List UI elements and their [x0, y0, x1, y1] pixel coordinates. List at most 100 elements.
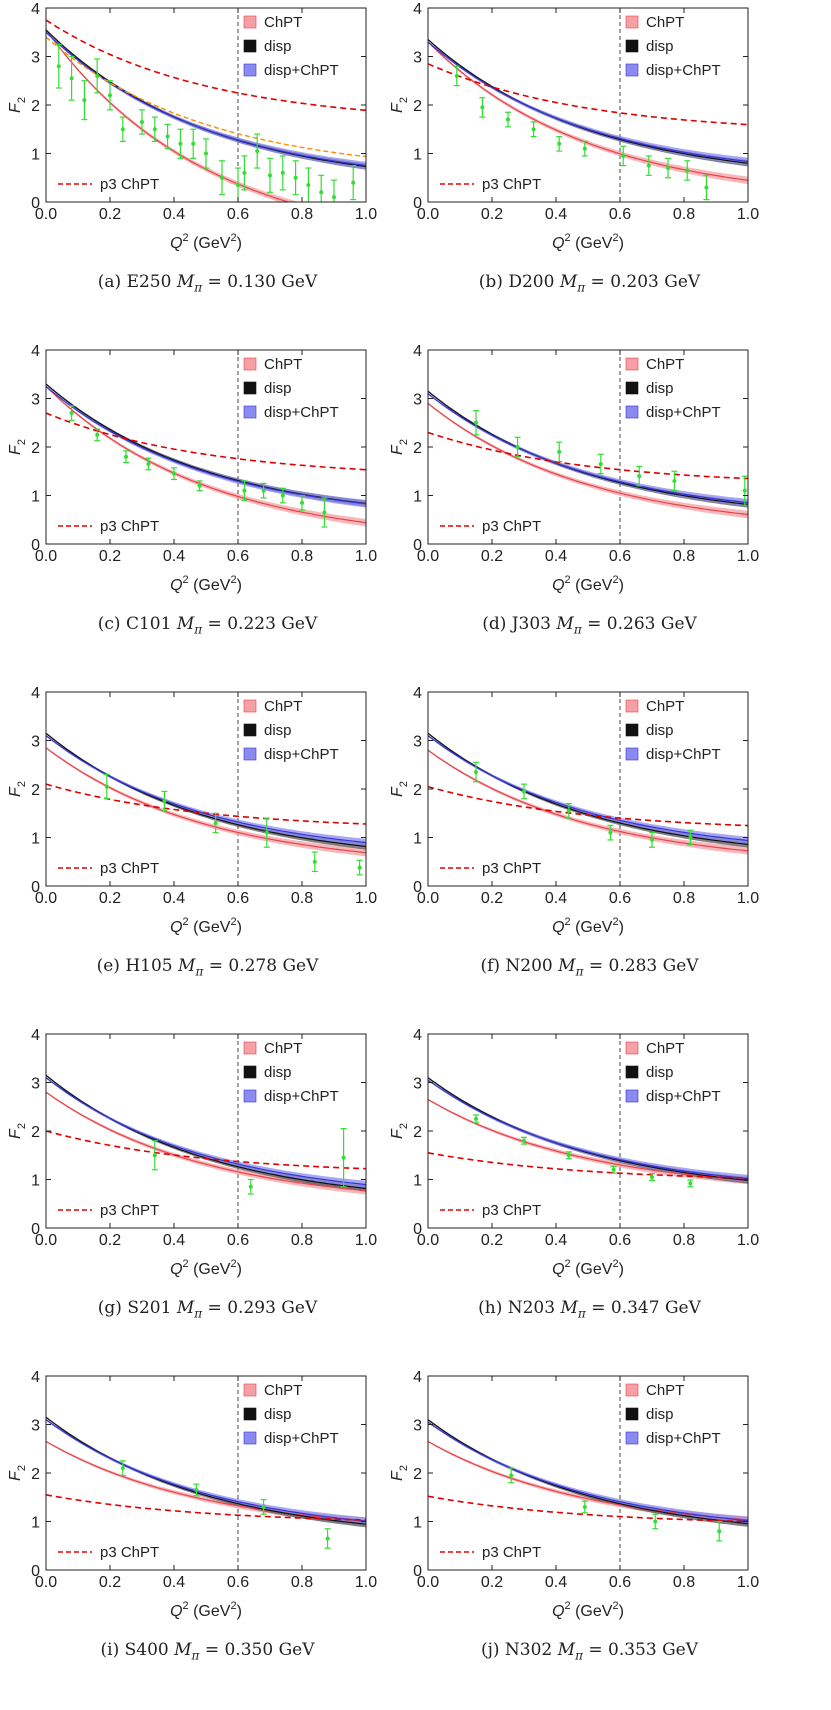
- chpt-band: [428, 1440, 748, 1524]
- legend-label: disp+ChPT: [264, 62, 339, 79]
- x-tick-label: 1.0: [355, 1574, 377, 1591]
- y-tick-label: 1: [413, 831, 422, 848]
- x-tick-label: 0.0: [35, 548, 57, 565]
- disp-line: [428, 1077, 748, 1181]
- legend-swatch: [625, 1065, 639, 1079]
- chart-panel: 0.0 0.2 0.4 0.6 0.8 1.0 0 1 2 3 4 Q2 (GeV2) F2 ChPT di…: [0, 684, 415, 1026]
- caption-text: (b) D200: [478, 272, 555, 292]
- panel-caption: (g) S201 Mπ = 0.293 GeV: [97, 1298, 318, 1321]
- data-point: [280, 170, 285, 175]
- data-point: [717, 1529, 722, 1534]
- data-point: [146, 461, 151, 466]
- legend-label: disp: [646, 722, 674, 739]
- data-point: [325, 1536, 330, 1541]
- y-tick-label: 1: [413, 489, 422, 506]
- x-tick-label: 0.8: [673, 1574, 695, 1591]
- data-point: [191, 141, 196, 146]
- chart-panel: 0.0 0.2 0.4 0.6 0.8 1.0 0 1 2 3 4 Q2 (GeV2) F2 ChPT di…: [382, 1026, 797, 1368]
- x-tick-label: 0.2: [99, 1574, 121, 1591]
- x-tick-label: 0.6: [227, 890, 249, 907]
- data-point: [608, 830, 613, 835]
- x-tick-label: 0.0: [417, 1574, 439, 1591]
- y-tick-label: 4: [413, 685, 422, 702]
- caption-text: (a) E250: [97, 272, 172, 292]
- x-tick-label: 0.6: [609, 1232, 631, 1249]
- x-tick-label: 0.4: [545, 206, 567, 223]
- y-tick-label: 4: [31, 1027, 40, 1044]
- legend-swatch: [625, 357, 639, 371]
- y-tick-label: 2: [31, 98, 40, 115]
- x-tick-label: 0.8: [291, 548, 313, 565]
- x-tick-label: 0.6: [227, 206, 249, 223]
- caption-unit: GeV: [282, 956, 319, 976]
- legend-swatch: [625, 381, 639, 395]
- data-point: [688, 835, 693, 840]
- legend-swatch: [243, 1041, 257, 1055]
- data-point: [242, 170, 247, 175]
- data-point: [666, 166, 670, 171]
- data-point: [204, 151, 208, 156]
- x-tick-label: 0.4: [545, 890, 567, 907]
- caption-text: (f) N200: [480, 956, 553, 976]
- plot-frame: [45, 7, 367, 203]
- legend-swatch: [625, 1089, 639, 1103]
- dispchpt-band: [428, 1421, 748, 1525]
- caption-text: (h) N203: [478, 1298, 556, 1318]
- legend-swatch: [243, 357, 257, 371]
- data-point: [82, 98, 87, 103]
- x-tick-label: 1.0: [355, 1232, 377, 1249]
- data-point: [120, 127, 125, 132]
- data-point: [322, 510, 327, 515]
- data-point: [557, 141, 562, 146]
- caption-mpi: 0.347: [610, 1298, 660, 1318]
- legend-label: disp: [264, 722, 292, 739]
- x-tick-label: 1.0: [737, 206, 759, 223]
- panel-caption: (c) C101 Mπ = 0.223 GeV: [97, 614, 318, 637]
- data-point: [104, 784, 109, 789]
- data-point: [454, 73, 459, 78]
- y-tick-label: 2: [31, 1124, 40, 1141]
- plot-area: [428, 692, 748, 886]
- caption-unit: GeV: [278, 1640, 315, 1660]
- y-tick-label: 0: [31, 195, 40, 212]
- x-tick-label: 0.2: [99, 548, 121, 565]
- x-tick-label: 0.6: [227, 1232, 249, 1249]
- data-point: [220, 175, 224, 180]
- x-tick-label: 0.0: [35, 1574, 57, 1591]
- caption-unit: GeV: [662, 1640, 699, 1660]
- caption-text: (d) J303: [482, 614, 552, 634]
- data-point: [509, 1473, 514, 1478]
- data-point: [140, 119, 144, 124]
- x-tick-label: 0.4: [545, 548, 567, 565]
- disp-line: [428, 39, 748, 164]
- chpt-line: [428, 41, 748, 181]
- caption-text: (e) H105: [96, 956, 173, 976]
- data-point: [172, 471, 176, 476]
- chart-panel: 0.0 0.2 0.4 0.6 0.8 1.0 0 1 2 3 4 Q2 (GeV2) F2 ChPT di…: [0, 1026, 415, 1368]
- x-tick-label: 0.2: [481, 1574, 503, 1591]
- chart-svg: 0.0 0.2 0.4 0.6 0.8 1.0 0 1 2 3 4 Q2 (GeV2) F2 ChPT di…: [7, 1, 377, 252]
- data-point: [646, 163, 651, 168]
- caption-unit: GeV: [281, 614, 318, 634]
- chpt-band: [428, 749, 748, 855]
- y-axis-label: F2: [7, 1465, 28, 1481]
- x-tick-label: 0.0: [417, 1232, 439, 1249]
- legend-swatch: [243, 1089, 257, 1103]
- data-point: [582, 1504, 587, 1509]
- legend-swatch: [243, 1383, 257, 1397]
- x-tick-label: 0.6: [227, 1574, 249, 1591]
- data-point: [650, 837, 654, 842]
- x-tick-label: 0.4: [545, 1574, 567, 1591]
- y-tick-label: 0: [413, 1563, 422, 1580]
- chart-svg: 0.0 0.2 0.4 0.6 0.8 1.0 0 1 2 3 4 Q2 (GeV2) F2 ChPT di…: [389, 1369, 759, 1620]
- data-point: [178, 141, 183, 146]
- y-tick-label: 4: [413, 1027, 422, 1044]
- chpt-line: [428, 1098, 748, 1181]
- plot-frame: [427, 1375, 749, 1571]
- p3-chpt-line: [428, 431, 748, 480]
- legend-swatch: [625, 405, 639, 419]
- y-axis-label: F2: [389, 439, 410, 455]
- data-point: [351, 180, 356, 185]
- x-axis-label: Q2 (GeV2): [552, 1600, 624, 1620]
- data-point: [332, 195, 336, 200]
